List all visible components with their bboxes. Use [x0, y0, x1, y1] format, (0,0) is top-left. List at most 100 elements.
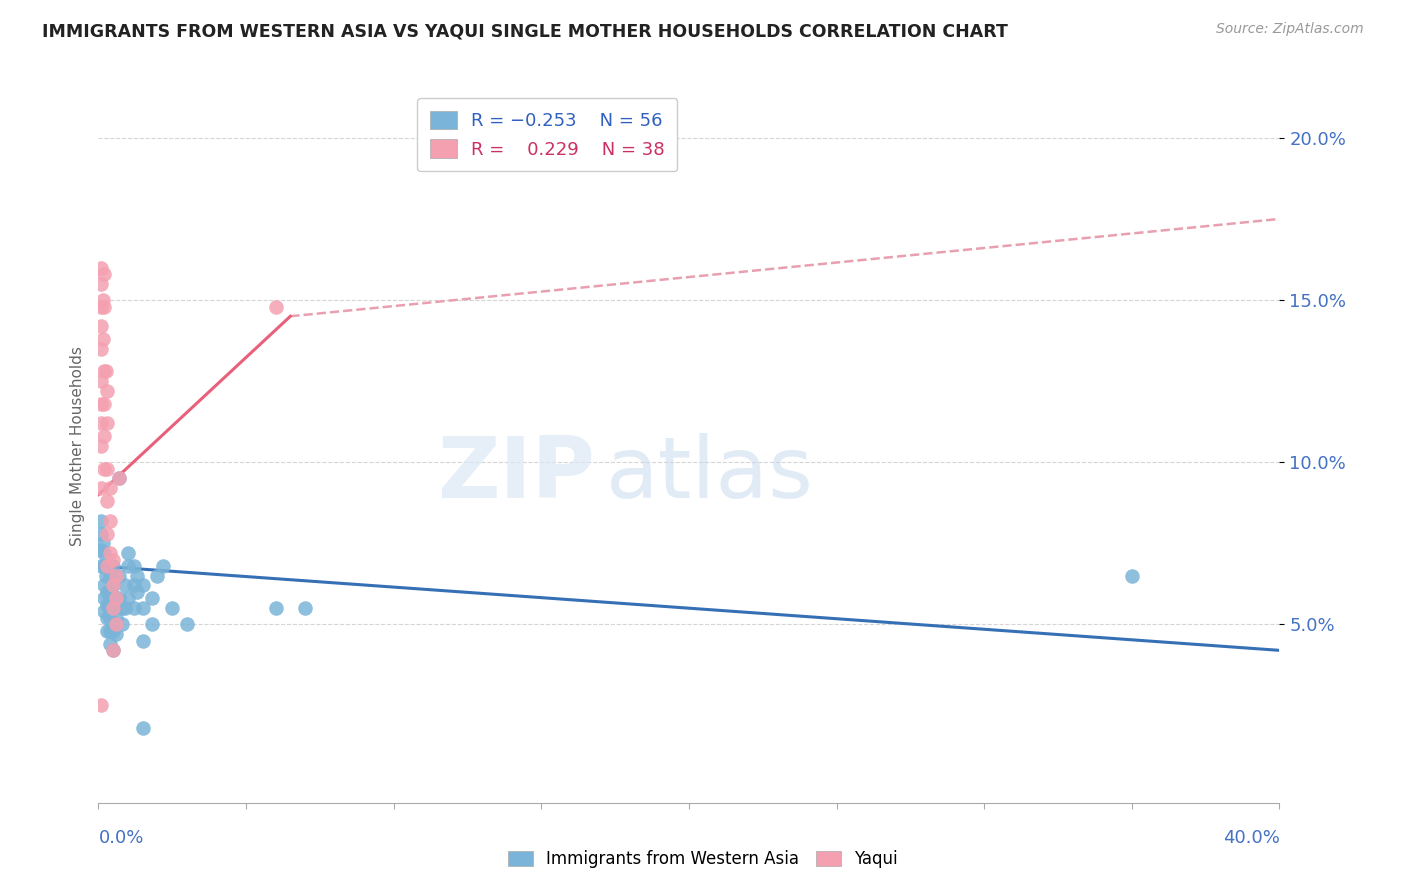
Point	[96, 624, 118, 638]
Point	[90, 374, 112, 388]
Point	[90, 260, 112, 275]
Point	[98, 624, 121, 638]
Point	[108, 471, 131, 485]
Point	[90, 542, 112, 557]
Point	[122, 601, 145, 615]
Point	[98, 546, 121, 560]
Point	[105, 591, 128, 606]
Point	[97, 601, 120, 615]
Point	[93, 559, 115, 574]
Point	[103, 578, 125, 592]
Point	[90, 514, 112, 528]
Point	[132, 721, 155, 735]
Point	[122, 559, 145, 574]
Point	[294, 601, 316, 615]
Point	[96, 494, 118, 508]
Point	[90, 397, 112, 411]
Point	[146, 568, 169, 582]
Point	[98, 514, 121, 528]
Point	[105, 568, 128, 582]
Point	[90, 417, 112, 431]
Point	[93, 397, 115, 411]
Text: Source: ZipAtlas.com: Source: ZipAtlas.com	[1216, 22, 1364, 37]
Point	[111, 601, 134, 615]
Point	[96, 611, 118, 625]
Point	[176, 617, 198, 632]
Point	[105, 627, 128, 641]
Point	[264, 300, 287, 314]
Point	[103, 601, 125, 615]
Point	[93, 546, 115, 560]
Point	[103, 643, 125, 657]
Point	[93, 461, 115, 475]
Point	[108, 471, 131, 485]
Point	[98, 611, 121, 625]
Point	[98, 591, 121, 606]
Point	[91, 332, 114, 346]
Point	[152, 559, 174, 574]
Point	[93, 300, 115, 314]
Point	[111, 617, 134, 632]
Point	[96, 559, 118, 574]
Point	[122, 578, 145, 592]
Point	[90, 300, 112, 314]
Point	[96, 461, 118, 475]
Point	[98, 481, 121, 495]
Text: 40.0%: 40.0%	[1223, 829, 1279, 847]
Point	[141, 617, 163, 632]
Point	[103, 643, 125, 657]
Text: atlas: atlas	[606, 433, 814, 516]
Point	[125, 568, 148, 582]
Point	[93, 591, 115, 606]
Point	[98, 568, 121, 582]
Point	[132, 601, 155, 615]
Point	[96, 598, 118, 612]
Point	[90, 342, 112, 356]
Point	[93, 364, 115, 378]
Point	[117, 591, 139, 606]
Point	[162, 601, 183, 615]
Point	[90, 318, 112, 333]
Point	[108, 591, 131, 606]
Point	[96, 526, 118, 541]
Point	[105, 591, 128, 606]
Point	[105, 617, 128, 632]
Point	[103, 559, 125, 574]
Point	[90, 481, 112, 495]
Point	[125, 585, 148, 599]
Legend: R = −0.253    N = 56, R =    0.229    N = 38: R = −0.253 N = 56, R = 0.229 N = 38	[418, 98, 678, 171]
Point	[117, 559, 139, 574]
Point	[90, 559, 112, 574]
Point	[103, 578, 125, 592]
Point	[91, 293, 114, 307]
Point	[90, 439, 112, 453]
Point	[132, 633, 155, 648]
Point	[93, 429, 115, 443]
Point	[94, 364, 117, 378]
Point	[108, 568, 131, 582]
Point	[93, 604, 115, 618]
Point	[98, 637, 121, 651]
Text: IMMIGRANTS FROM WESTERN ASIA VS YAQUI SINGLE MOTHER HOUSEHOLDS CORRELATION CHART: IMMIGRANTS FROM WESTERN ASIA VS YAQUI SI…	[42, 22, 1008, 40]
Point	[96, 585, 118, 599]
Point	[93, 578, 115, 592]
Point	[91, 536, 114, 550]
Point	[103, 624, 125, 638]
Point	[114, 601, 136, 615]
Point	[94, 568, 117, 582]
Legend: Immigrants from Western Asia, Yaqui: Immigrants from Western Asia, Yaqui	[502, 844, 904, 875]
Y-axis label: Single Mother Households: Single Mother Households	[69, 346, 84, 546]
Point	[141, 591, 163, 606]
Point	[114, 578, 136, 592]
Point	[103, 552, 125, 566]
Point	[93, 267, 115, 281]
Text: ZIP: ZIP	[437, 433, 595, 516]
Point	[96, 417, 118, 431]
Point	[90, 698, 112, 713]
Point	[1121, 568, 1143, 582]
Point	[103, 601, 125, 615]
Point	[132, 578, 155, 592]
Point	[105, 611, 128, 625]
Point	[264, 601, 287, 615]
Text: 0.0%: 0.0%	[98, 829, 143, 847]
